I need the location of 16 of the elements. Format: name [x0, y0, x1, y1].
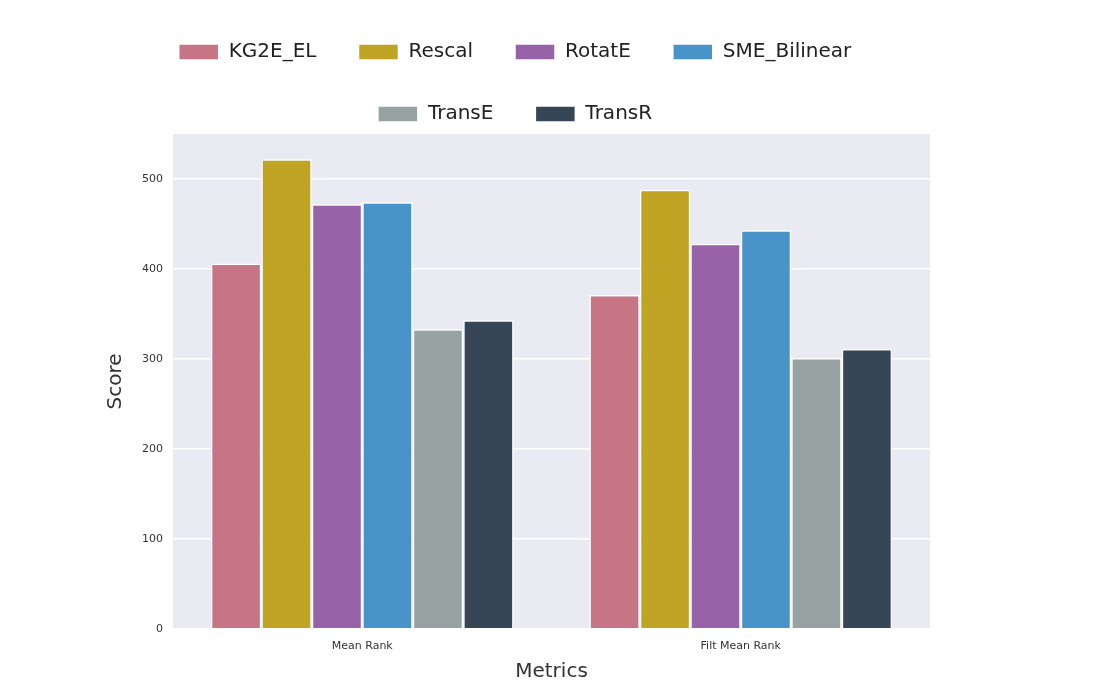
- y-tick-label: 100: [142, 531, 163, 545]
- x-tick-label: Mean Rank: [331, 639, 394, 653]
- x-axis-title: Metrics: [515, 658, 588, 683]
- y-tick-label: 300: [142, 351, 163, 365]
- legend-label: KG2E_EL: [228, 38, 318, 63]
- legend-label: SME_Bilinear: [722, 38, 853, 63]
- y-tick-label: 400: [142, 261, 163, 275]
- y-axis-title: Score: [102, 353, 127, 410]
- legend-label: TransR: [584, 100, 653, 125]
- legend-label: Rescal: [408, 38, 474, 63]
- y-tick-label: 500: [142, 171, 163, 185]
- legend-label: TransE: [426, 100, 494, 125]
- y-tick-label: 200: [142, 441, 163, 455]
- y-tick-label: 0: [156, 621, 163, 635]
- legend-label: RotatE: [565, 38, 631, 63]
- x-tick-label: Filt Mean Rank: [700, 639, 782, 653]
